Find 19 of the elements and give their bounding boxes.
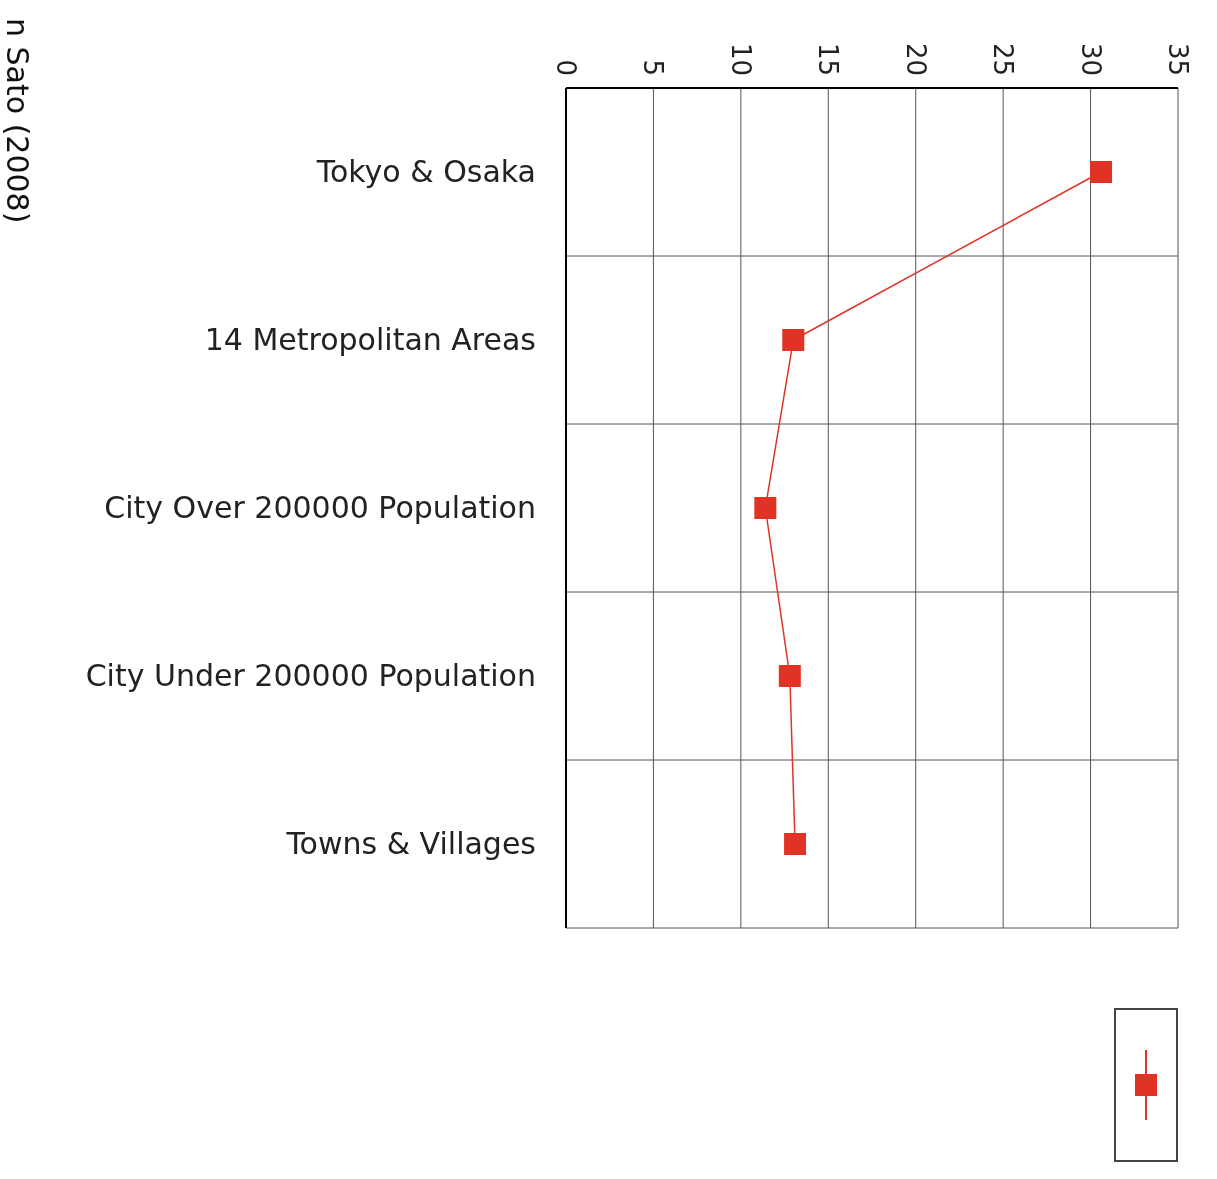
point [754, 497, 777, 519]
x-tick-label: 0 [551, 59, 581, 76]
y-tick-label: City Under 200000 Population [85, 658, 536, 693]
x-tick-label: 15 [813, 42, 844, 76]
x-tick-label: 20 [900, 42, 931, 76]
x-tick-label: 30 [1075, 42, 1106, 76]
x-tick-label: 35 [1163, 42, 1193, 76]
y-tick-label: 14 Metropolitan Areas [204, 322, 536, 357]
point [784, 833, 807, 855]
y-tick-label: City Over 200000 Population [104, 490, 536, 525]
point [778, 665, 801, 687]
text: n Sato (2008) [0, 18, 35, 224]
x-tick-label: 10 [725, 42, 756, 76]
point [1090, 161, 1113, 183]
y-tick-label: Towns & Villages [285, 826, 536, 861]
y-tick-label: Tokyo & Osaka [315, 154, 536, 189]
x-tick-label: 5 [638, 59, 669, 76]
x-tick-label: 25 [988, 42, 1019, 76]
point [782, 329, 805, 351]
